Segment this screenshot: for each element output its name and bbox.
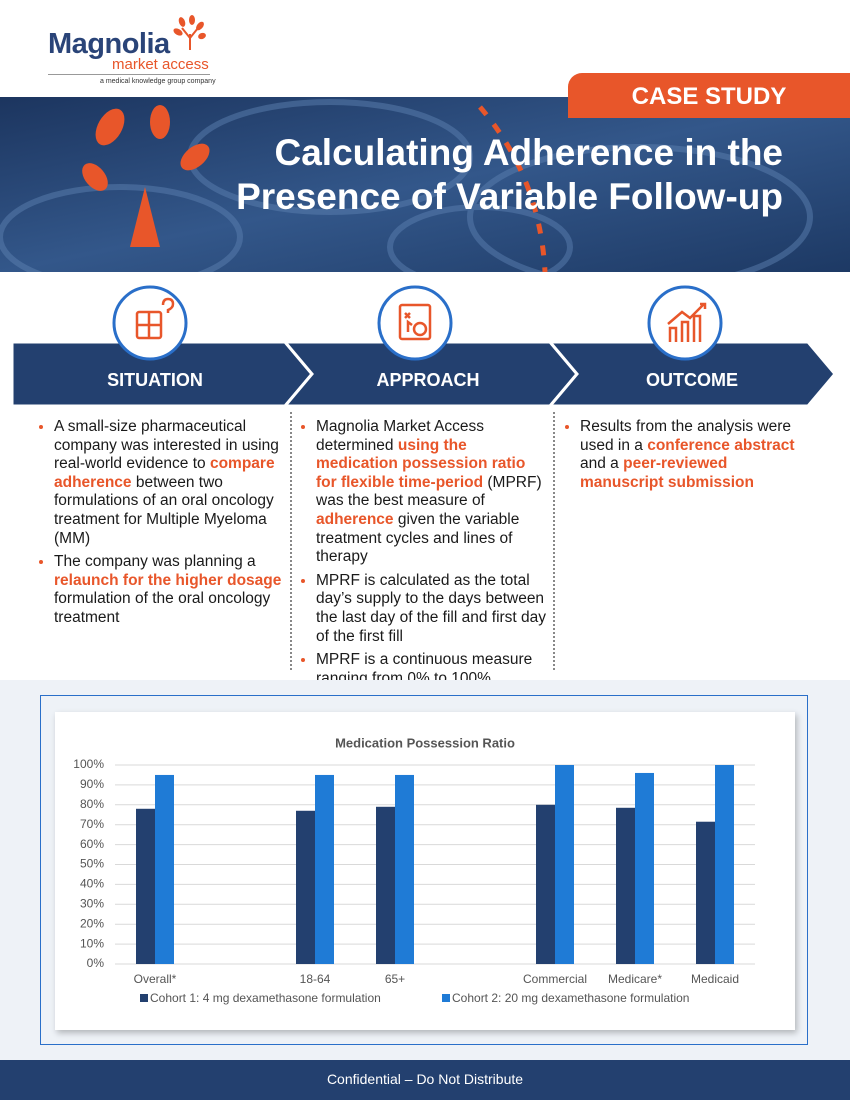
title-line: Presence of Variable Follow-up [236,176,783,217]
bar [155,774,174,964]
legend-label: Cohort 2: 20 mg dexamethasone formulatio… [452,991,689,1005]
chart-frame [40,695,808,1045]
x-tick-label: Overall* [134,972,177,986]
bar [376,806,395,964]
bullet-text: Results from the analysis were used in a [580,418,792,454]
y-tick-label: 60% [80,837,104,851]
bullet: The company was planning a relaunch for … [54,553,286,627]
bullet: Magnolia Market Access determined using … [316,418,548,567]
bullet-list: Magnolia Market Access determined using … [292,418,548,688]
bar [715,765,734,964]
section-heading: OUTCOME [646,370,738,390]
y-tick-label: 70% [80,817,104,831]
y-tick-label: 90% [80,777,104,791]
bullet-text: between two formulations of an oral onco… [54,473,274,547]
bar [395,774,414,964]
bar [616,807,635,964]
bullet: A small-size pharmaceutical company was … [54,418,286,548]
x-tick-label: Commercial [523,972,587,986]
bullet-list: Results from the analysis were used in a… [556,418,796,492]
highlight-text: using the medication possession ratio fo… [316,436,526,491]
column: Magnolia Market Access determined using … [292,418,548,693]
y-tick-label: 50% [80,857,104,871]
logo-name: Magnolia [48,28,170,60]
logo-mark [173,15,206,50]
logo-tagline: a medical knowledge group company [100,78,216,85]
bar [315,774,334,964]
highlight-text: conference abstract [647,436,795,454]
bullet-list: A small-size pharmaceutical company was … [30,418,286,628]
highlight-text: adherence [316,510,394,528]
title-line: Calculating Adherence in the [275,132,784,173]
bullet-text: The company was planning a [54,553,256,571]
x-tick-label: Medicare* [608,972,662,986]
highlight-text: compare adherence [54,455,275,491]
y-tick-label: 20% [80,916,104,930]
bullet-text: Magnolia Market Access determined [316,418,484,454]
bullet-text: and a [580,455,624,473]
bar [696,821,715,964]
divider [290,412,292,670]
x-tick-label: 65+ [385,972,405,986]
bar [635,772,654,964]
chart: Medication Possession Ratio 0% 10% 20% 30% 4… [73,735,755,1005]
bullet: Results from the analysis were used in a… [580,418,796,492]
y-tick-label: 80% [80,797,104,811]
bar [536,804,555,964]
case-study-tag: CASE STUDY [568,73,850,118]
logo-rule [48,74,210,75]
bullet-text: given the variable treatment cycles and … [316,510,520,566]
bar [136,808,155,964]
column: A small-size pharmaceutical company was … [30,418,286,633]
footer: Confidential – Do Not Distribute [0,1060,850,1100]
y-tick-label: 40% [80,877,104,891]
x-tick-label: Medicaid [691,972,739,986]
highlight-text: peer-reviewed manuscript submission [580,455,754,491]
highlight-text: relaunch for the higher dosage [54,571,282,589]
section-heading: APPROACH [376,370,479,390]
bullet-text: MPRF is calculated as the total day’s su… [316,571,547,645]
column: Results from the analysis were used in a… [556,418,796,497]
y-tick-label: 100% [73,757,104,771]
y-tick-label: 10% [80,936,104,950]
y-tick-label: 30% [80,896,104,910]
section-band: SITUATION APPROACH OUTCOME [10,285,837,408]
bullet-text: formulation of the oral oncology treatme… [54,590,271,626]
bar [296,810,315,964]
section-heading: SITUATION [107,370,203,390]
divider [553,412,555,670]
legend-swatch [140,994,148,1002]
x-tick-label: 18-64 [300,972,331,986]
bullet: MPRF is calculated as the total day’s su… [316,572,548,646]
banner: Calculating Adherence in the Presence of… [0,97,850,272]
chart-title: Medication Possession Ratio [335,735,515,750]
legend-label: Cohort 1: 4 mg dexamethasone formulation [150,991,381,1005]
logo-sub: market access [112,56,209,73]
bullet-text: A small-size pharmaceutical company was … [54,418,279,473]
bullet-text: (MPRF) was the best measure of [316,473,542,510]
y-tick-label: 0% [87,956,105,970]
bar [555,765,574,964]
legend-swatch [442,994,450,1002]
